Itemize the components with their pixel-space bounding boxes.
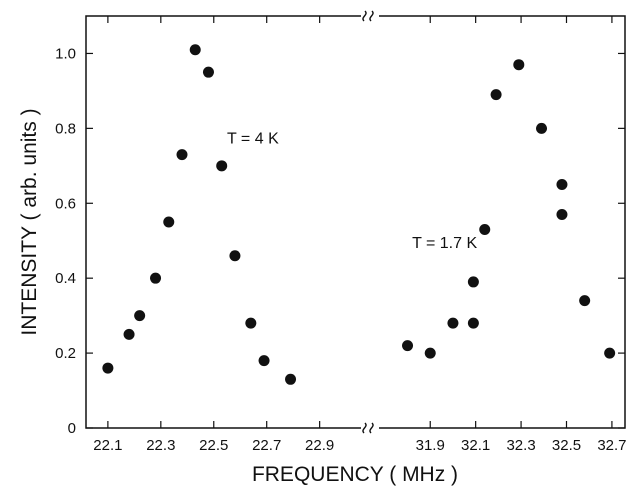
data-point	[176, 149, 188, 161]
data-point	[467, 317, 479, 329]
x-tick-label: 22.7	[252, 437, 281, 454]
data-point	[134, 310, 146, 322]
temperature-annotation: T = 4 K	[227, 130, 279, 147]
data-point	[258, 355, 270, 367]
data-point	[604, 347, 616, 359]
y-tick-label: 0.6	[55, 195, 76, 212]
x-tick-label: 22.3	[146, 437, 175, 454]
data-point	[467, 276, 479, 288]
data-point	[245, 317, 257, 329]
data-point	[424, 347, 436, 359]
data-point	[556, 209, 568, 221]
y-axis-ticks: 0 0.2 0.4 0.6 0.8 1.0	[55, 45, 625, 437]
y-axis-title: INTENSITY ( arb. units )	[18, 108, 41, 335]
x-tick-label: 22.5	[199, 437, 228, 454]
y-tick-label: 1.0	[55, 45, 76, 62]
data-point	[216, 160, 228, 172]
data-point	[102, 362, 114, 374]
y-tick-label: 0.4	[55, 270, 76, 287]
x-tick-label: 32.7	[597, 437, 626, 454]
axis-break-bottom-marker	[361, 422, 379, 434]
x-axis-title: FREQUENCY ( MHz )	[252, 463, 458, 486]
data-point	[163, 216, 175, 228]
x-tick-label: 32.5	[552, 437, 581, 454]
data-point	[490, 89, 502, 101]
data-point	[189, 44, 201, 56]
x-tick-label: 22.9	[305, 437, 334, 454]
data-point	[579, 295, 591, 307]
data-point	[556, 179, 568, 191]
data-point	[513, 59, 525, 71]
x-tick-label: 32.1	[461, 437, 490, 454]
y-tick-label: 0.8	[55, 120, 76, 137]
data-points	[102, 44, 616, 385]
plot-frame	[85, 15, 626, 429]
y-tick-label: 0.2	[55, 345, 76, 362]
temperature-annotation: T = 1.7 K	[412, 235, 477, 252]
data-point	[229, 250, 241, 262]
y-tick-label: 0	[68, 420, 76, 437]
x-axis-ticks: 22.1 22.3 22.5 22.7 22.9 31.9 32.1 32.3 32.5 32.7	[93, 16, 627, 454]
data-point	[447, 317, 459, 329]
data-point	[285, 373, 297, 385]
data-point	[150, 272, 162, 284]
x-tick-label: 32.3	[506, 437, 535, 454]
data-point	[536, 122, 548, 134]
annotations: T = 4 K T = 1.7 K	[227, 130, 477, 252]
data-point	[123, 328, 135, 340]
x-tick-label: 31.9	[416, 437, 445, 454]
data-point	[402, 340, 414, 352]
axis-break-top-marker	[361, 10, 379, 22]
data-point	[202, 66, 214, 78]
x-tick-label: 22.1	[93, 437, 122, 454]
data-point	[479, 223, 491, 235]
